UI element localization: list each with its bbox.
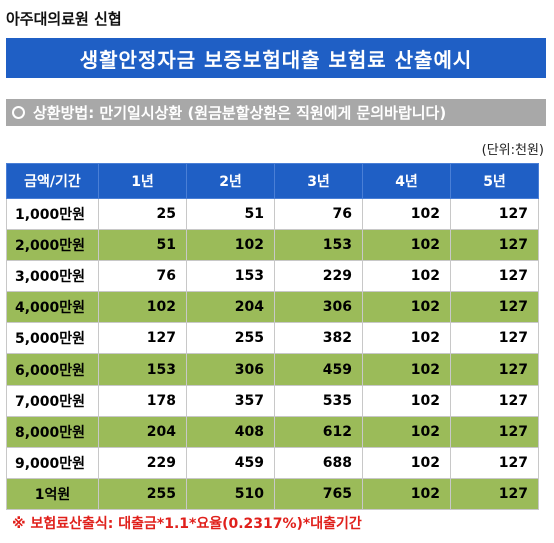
table-row: 4,000만원 102 204 306 102 127	[6, 291, 539, 324]
repayment-method-text: 상환방법: 만기일시상환 (원금분할상환은 직원에게 문의바랍니다)	[33, 104, 447, 122]
premium-cell: 459	[274, 353, 363, 386]
premium-cell: 76	[274, 197, 363, 231]
premium-cell: 408	[186, 415, 275, 448]
header-year-1: 1년	[98, 163, 187, 199]
premium-cell: 102	[362, 229, 451, 262]
amount-cell: 3,000만원	[6, 260, 99, 293]
premium-cell: 178	[98, 384, 187, 417]
premium-cell: 127	[450, 477, 539, 511]
premium-cell: 229	[98, 446, 187, 479]
premium-cell: 204	[98, 415, 187, 448]
premium-cell: 102	[362, 415, 451, 448]
premium-cell: 306	[186, 353, 275, 386]
circle-icon	[12, 106, 25, 119]
premium-cell: 127	[450, 229, 539, 262]
premium-cell: 102	[362, 197, 451, 231]
premium-cell: 306	[274, 291, 363, 324]
table-row: 3,000만원 76 153 229 102 127	[6, 260, 539, 293]
premium-cell: 25	[98, 197, 187, 231]
premium-cell: 127	[450, 384, 539, 417]
header-year-2: 2년	[186, 163, 275, 199]
table-row: 6,000만원 153 306 459 102 127	[6, 353, 539, 386]
page-title-banner: 생활안정자금 보증보험대출 보험료 산출예시	[6, 38, 546, 78]
table-row: 8,000만원 204 408 612 102 127	[6, 415, 539, 448]
premium-cell: 535	[274, 384, 363, 417]
premium-cell: 102	[362, 291, 451, 324]
premium-cell: 51	[186, 197, 275, 231]
organization-name: 아주대의료원 신협	[6, 10, 122, 28]
premium-cell: 765	[274, 477, 363, 511]
premium-cell: 102	[362, 446, 451, 479]
table-row: 5,000만원 127 255 382 102 127	[6, 322, 539, 355]
premium-cell: 127	[98, 322, 187, 355]
amount-cell: 7,000만원	[6, 384, 99, 417]
amount-cell: 4,000만원	[6, 291, 99, 324]
premium-cell: 459	[186, 446, 275, 479]
premium-cell: 102	[362, 384, 451, 417]
table-row: 1,000만원 25 51 76 102 127	[6, 197, 539, 231]
premium-cell: 102	[98, 291, 187, 324]
premium-cell: 153	[98, 353, 187, 386]
premium-cell: 127	[450, 291, 539, 324]
table-header-row: 금액/기간 1년 2년 3년 4년 5년	[6, 163, 539, 199]
premium-cell: 357	[186, 384, 275, 417]
premium-cell: 204	[186, 291, 275, 324]
premium-cell: 102	[362, 477, 451, 511]
premium-cell: 127	[450, 353, 539, 386]
premium-cell: 102	[362, 260, 451, 293]
header-year-3: 3년	[274, 163, 363, 199]
amount-cell: 5,000만원	[6, 322, 99, 355]
premium-cell: 127	[450, 415, 539, 448]
premium-cell: 612	[274, 415, 363, 448]
premium-cell: 229	[274, 260, 363, 293]
amount-cell: 2,000만원	[6, 229, 99, 262]
table-row: 7,000만원 178 357 535 102 127	[6, 384, 539, 417]
repayment-method-bar: 상환방법: 만기일시상환 (원금분할상환은 직원에게 문의바랍니다)	[6, 99, 546, 126]
premium-cell: 153	[274, 229, 363, 262]
premium-cell: 127	[450, 446, 539, 479]
premium-cell: 382	[274, 322, 363, 355]
amount-cell: 8,000만원	[6, 415, 99, 448]
premium-cell: 255	[98, 477, 187, 511]
premium-table: 금액/기간 1년 2년 3년 4년 5년 1,000만원 25 51 76 102 127…	[6, 163, 539, 511]
amount-cell: 1,000만원	[6, 197, 99, 231]
premium-cell: 51	[98, 229, 187, 262]
premium-cell: 153	[186, 260, 275, 293]
premium-cell: 127	[450, 260, 539, 293]
table-row: 1억원 255 510 765 102 127	[6, 477, 539, 511]
premium-cell: 127	[450, 322, 539, 355]
formula-note: ※ 보험료산출식: 대출금*1.1*요율(0.2317%)*대출기간	[12, 516, 362, 532]
premium-cell: 102	[362, 353, 451, 386]
header-amount-period: 금액/기간	[6, 163, 99, 199]
premium-cell: 102	[362, 322, 451, 355]
premium-cell: 127	[450, 197, 539, 231]
header-year-4: 4년	[362, 163, 451, 199]
unit-label: (단위:천원)	[481, 143, 544, 158]
premium-cell: 510	[186, 477, 275, 511]
premium-cell: 688	[274, 446, 363, 479]
premium-cell: 255	[186, 322, 275, 355]
amount-cell: 9,000만원	[6, 446, 99, 479]
premium-cell: 102	[186, 229, 275, 262]
amount-cell: 6,000만원	[6, 353, 99, 386]
amount-cell: 1억원	[6, 477, 99, 511]
table-row: 9,000만원 229 459 688 102 127	[6, 446, 539, 479]
premium-cell: 76	[98, 260, 187, 293]
header-year-5: 5년	[450, 163, 539, 199]
table-row: 2,000만원 51 102 153 102 127	[6, 229, 539, 262]
